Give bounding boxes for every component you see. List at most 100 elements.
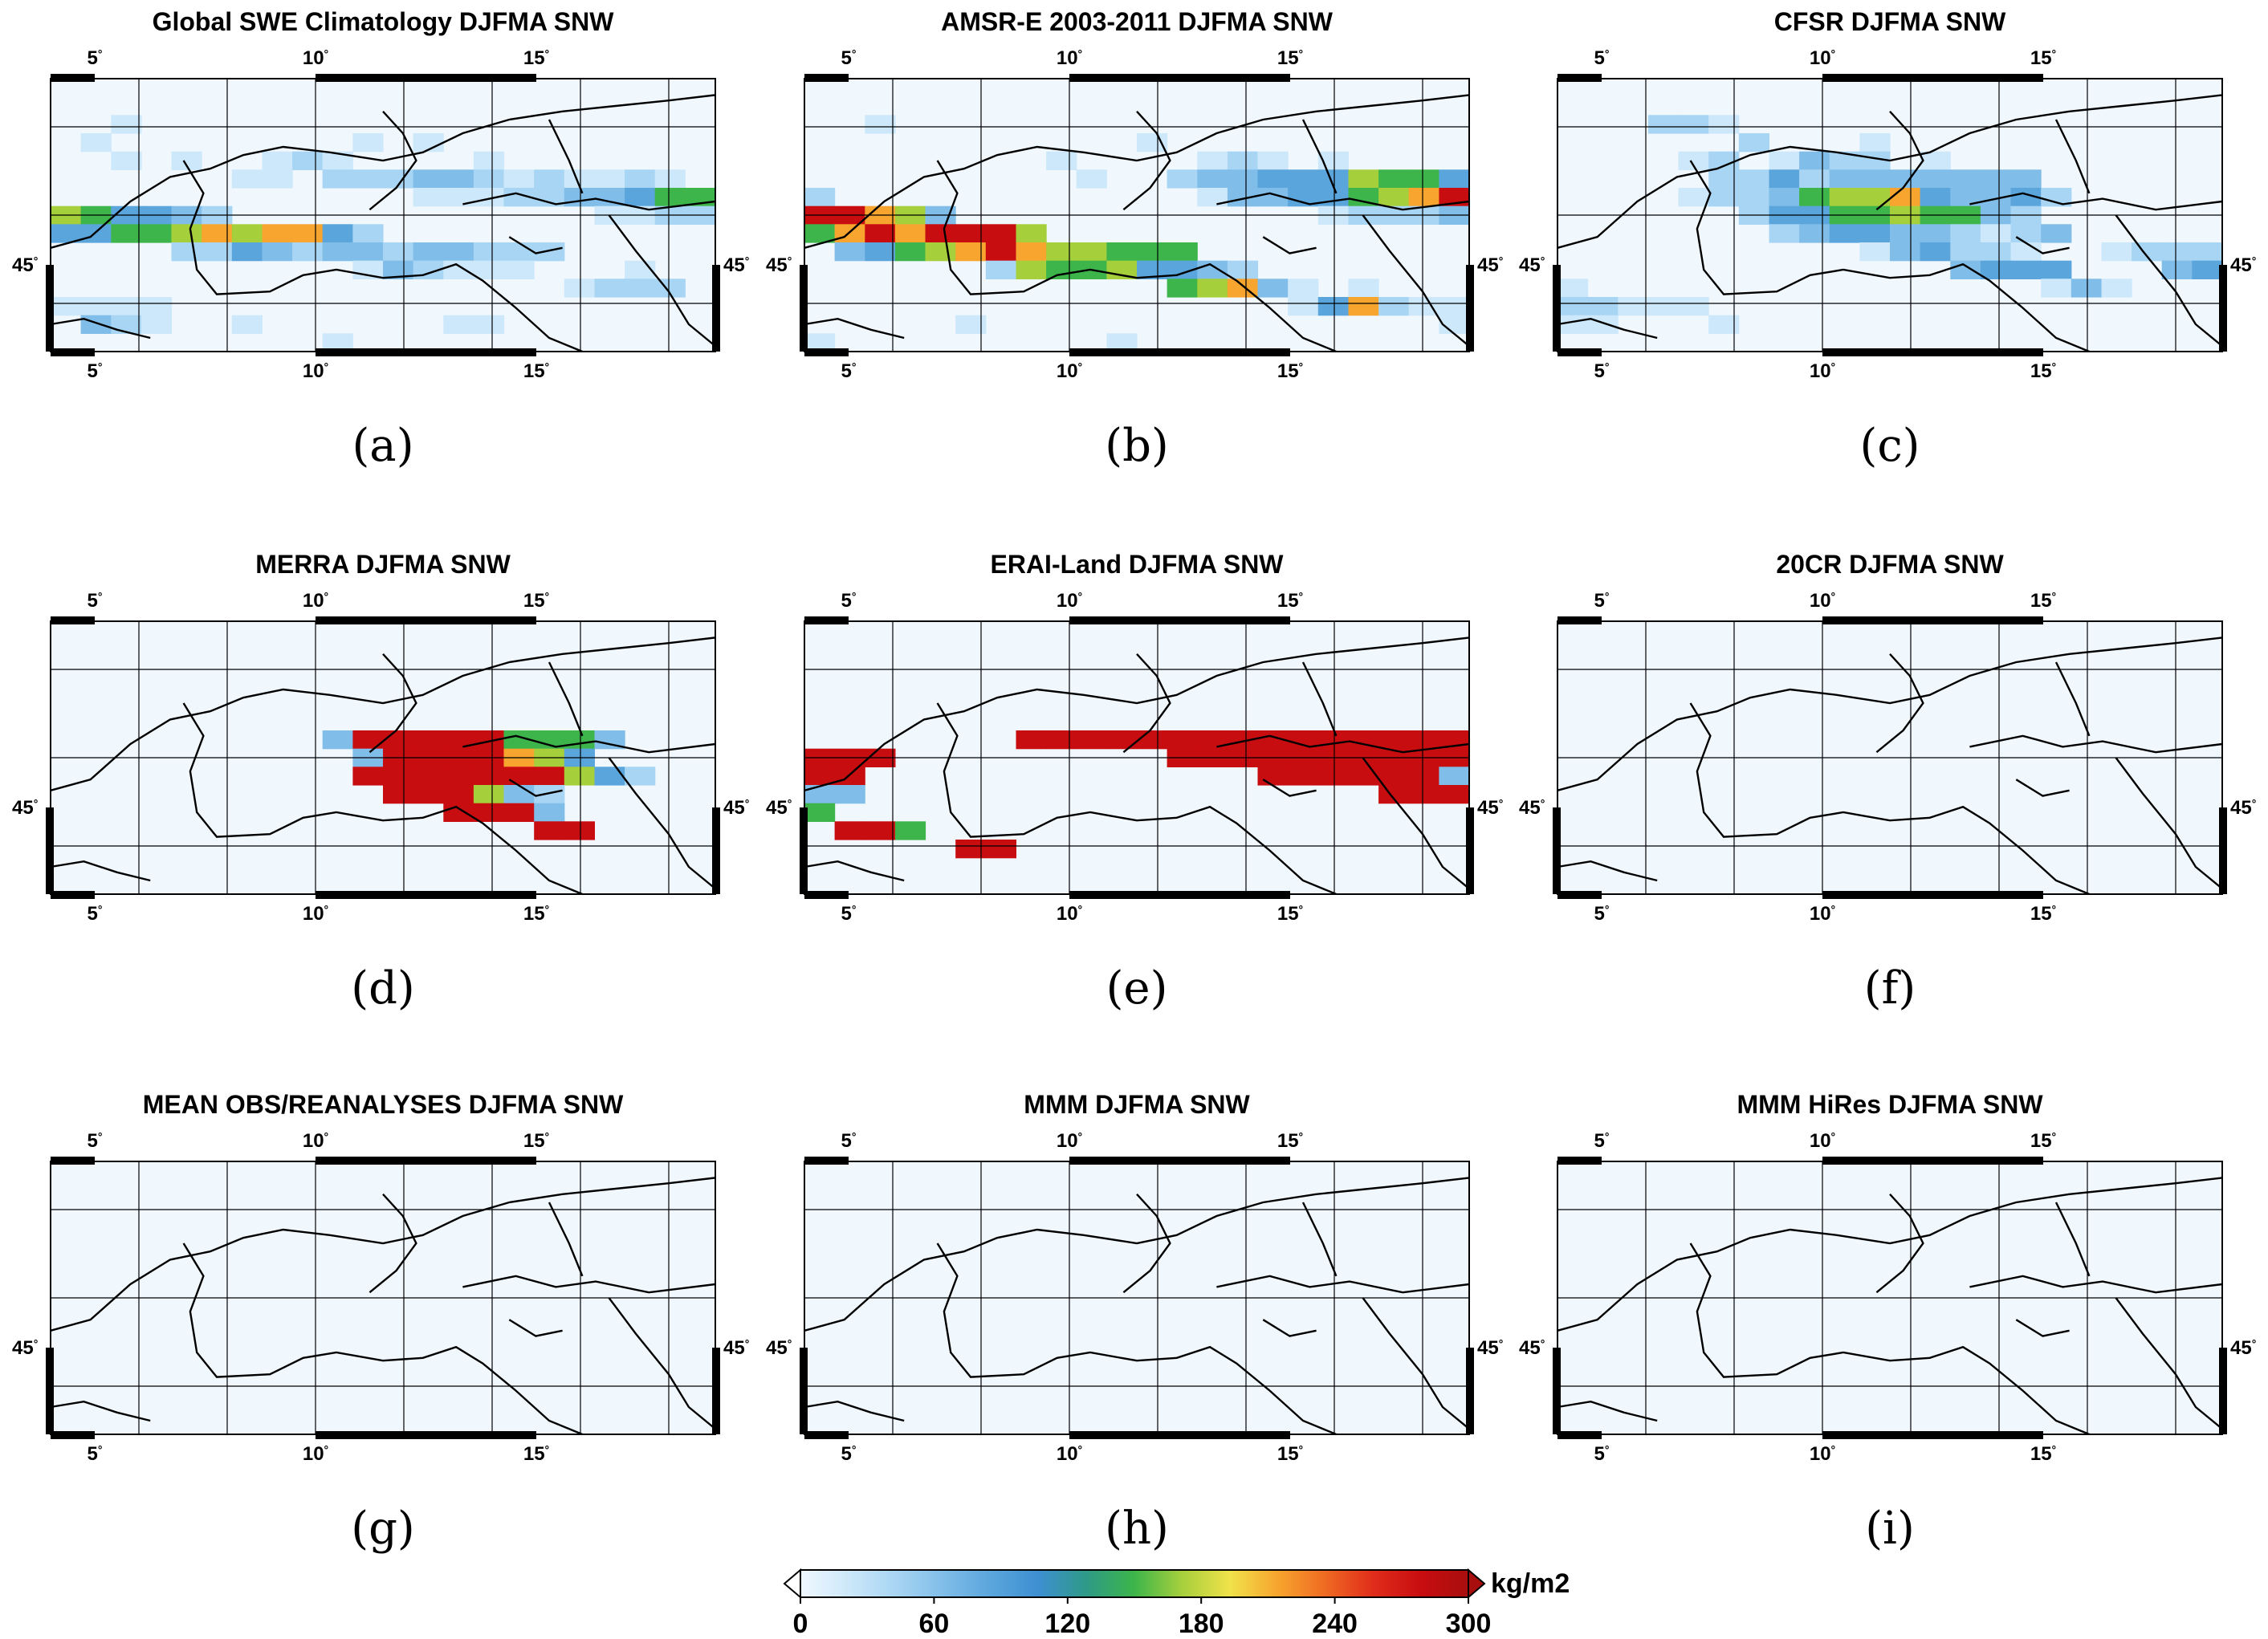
longitude-tick-label: 10° (1810, 47, 1835, 69)
swe-cell (1678, 297, 1709, 316)
swe-cell (322, 224, 353, 243)
swe-cell (322, 730, 353, 750)
colorbar-min-arrow (783, 1568, 801, 1600)
subfigure-label: (h) (1105, 1503, 1169, 1555)
longitude-tick-label: 5° (1594, 590, 1610, 612)
longitude-tick-label: 15° (2030, 360, 2056, 382)
swe-cell (955, 315, 987, 334)
longitude-tick-label: 15° (2030, 1130, 2056, 1152)
swe-cell (2010, 188, 2042, 207)
swe-cell (1439, 169, 1470, 189)
swe-cell (1829, 151, 1860, 170)
colorbar-unit: kg/m2 (1491, 1568, 1570, 1599)
longitude-tick-label: 10° (303, 47, 328, 69)
latitude-tick-label: 45° (1477, 797, 1503, 819)
swe-cell (171, 242, 202, 262)
swe-cell (534, 821, 565, 840)
swe-cell (413, 785, 444, 804)
swe-cell (564, 730, 595, 750)
graticule (1557, 1161, 2222, 1434)
swe-cell (443, 260, 474, 279)
frame-scale-bars (46, 1157, 720, 1439)
map-panels: Global SWE Climatology DJFMA SNW 5° 5° 10° 1… (12, 7, 2256, 1555)
swe-cells (804, 115, 1470, 352)
longitude-tick-label: 5° (841, 1130, 857, 1152)
longitude-tick-label: 10° (1810, 360, 1835, 382)
longitude-tick-label: 15° (523, 360, 549, 382)
swe-cell (1890, 188, 1921, 207)
longitude-tick-label: 5° (88, 1443, 103, 1465)
swe-cell (413, 767, 444, 786)
swe-cell (2041, 260, 2072, 279)
swe-cell (503, 188, 535, 207)
swe-cell (1829, 224, 1860, 243)
swe-cell (1678, 151, 1709, 170)
map-panel: CFSR DJFMA SNW 5° 5° 10° 10° 15° 15° 45° 45° (c) (1519, 7, 2256, 472)
swe-cell (2192, 260, 2223, 279)
swe-cell (171, 151, 202, 170)
swe-cell (1557, 279, 1589, 298)
swe-cell (1678, 115, 1709, 134)
swe-cell (1920, 188, 1951, 207)
swe-cell (1348, 188, 1379, 207)
swe-cell (1980, 260, 2012, 279)
swe-cell (925, 242, 956, 262)
panel-title: ERAI-Land DJFMA SNW (990, 550, 1284, 579)
graticule (804, 621, 1469, 894)
swe-cell (594, 188, 625, 207)
swe-cell (1890, 242, 1921, 262)
swe-cell (352, 224, 384, 243)
longitude-tick-label: 10° (1810, 1130, 1835, 1152)
subfigure-label: (b) (1105, 420, 1169, 472)
swe-cell (1557, 315, 1589, 334)
frame-scale-bars (800, 74, 1474, 356)
swe-cell (443, 785, 474, 804)
coastlines (1557, 94, 2223, 353)
swe-cell (352, 169, 384, 189)
swe-cell (140, 297, 173, 316)
swe-cell (1408, 169, 1439, 189)
swe-cell (1738, 188, 1769, 207)
longitude-tick-label: 15° (523, 1443, 549, 1465)
swe-cell (1288, 730, 1319, 750)
swe-cell (804, 333, 836, 352)
swe-cell (1708, 315, 1740, 334)
longitude-tick-label: 5° (1594, 1443, 1610, 1465)
panel-title: 20CR DJFMA SNW (1776, 550, 2004, 579)
map-panel: MEAN OBS/REANALYSES DJFMA SNW 5° 5° 10° 10° 1… (12, 1090, 749, 1555)
panel-title: MEAN OBS/REANALYSES DJFMA SNW (143, 1090, 624, 1119)
swe-cell (804, 188, 836, 207)
swe-cell (865, 821, 896, 840)
coastlines (1557, 636, 2223, 896)
subfigure-label: (i) (1865, 1503, 1915, 1555)
swe-cell (1106, 730, 1138, 750)
longitude-tick-label: 10° (303, 1130, 328, 1152)
swe-cells (51, 115, 716, 352)
swe-cell (1317, 188, 1349, 207)
swe-cell (654, 169, 686, 189)
longitude-tick-label: 15° (1277, 1130, 1303, 1152)
swe-cell (383, 767, 414, 786)
swe-cell (834, 785, 865, 804)
graticule (804, 1161, 1469, 1434)
swe-cell (1980, 224, 2012, 243)
swe-cell (413, 188, 444, 207)
swe-cell (625, 767, 656, 786)
swe-cell (865, 242, 896, 262)
longitude-tick-label: 10° (303, 360, 328, 382)
swe-cell (1378, 169, 1410, 189)
swe-cell (1257, 151, 1289, 170)
latitude-tick-label: 45° (12, 254, 38, 276)
frame-scale-bars (1553, 1157, 2227, 1439)
swe-cell (1950, 224, 1981, 243)
swe-cell (955, 840, 987, 859)
swe-cell (1257, 169, 1289, 189)
swe-cell (1076, 169, 1107, 189)
swe-cell (1950, 169, 1981, 189)
swe-cell (804, 767, 836, 786)
swe-cell (1950, 242, 1981, 262)
subfigure-label: (f) (1864, 962, 1916, 1015)
subfigure-label: (c) (1859, 420, 1920, 472)
swe-cell (1016, 730, 1047, 750)
swe-cell (1829, 169, 1860, 189)
